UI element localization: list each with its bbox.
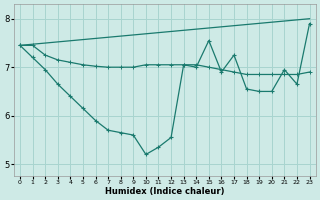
X-axis label: Humidex (Indice chaleur): Humidex (Indice chaleur) — [105, 187, 225, 196]
